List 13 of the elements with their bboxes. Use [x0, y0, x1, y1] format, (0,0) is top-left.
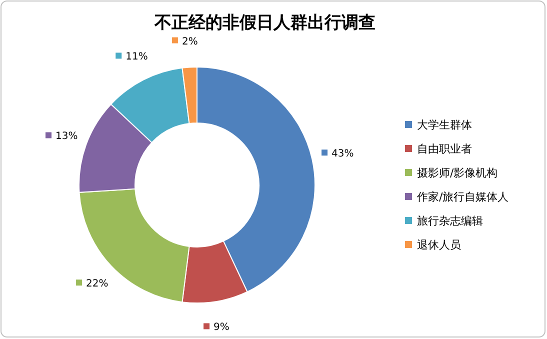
data-label: 9%: [214, 322, 230, 334]
data-label: 2%: [182, 36, 198, 48]
legend-label: 退休人员: [417, 238, 461, 252]
chart-title: 不正经的非假日人群出行调查: [154, 13, 376, 33]
legend-label: 自由职业者: [417, 142, 472, 156]
data-label: 43%: [332, 148, 354, 160]
legend-label: 旅行杂志编辑: [417, 214, 483, 228]
data-label: 22%: [86, 278, 108, 290]
data-label: 11%: [126, 52, 148, 63]
legend-label: 大学生群体: [417, 118, 472, 132]
legend-label: 作家/旅行自媒体人: [416, 190, 509, 204]
legend-label: 摄影师/影像机构: [417, 166, 498, 180]
data-label: 13%: [56, 131, 78, 142]
